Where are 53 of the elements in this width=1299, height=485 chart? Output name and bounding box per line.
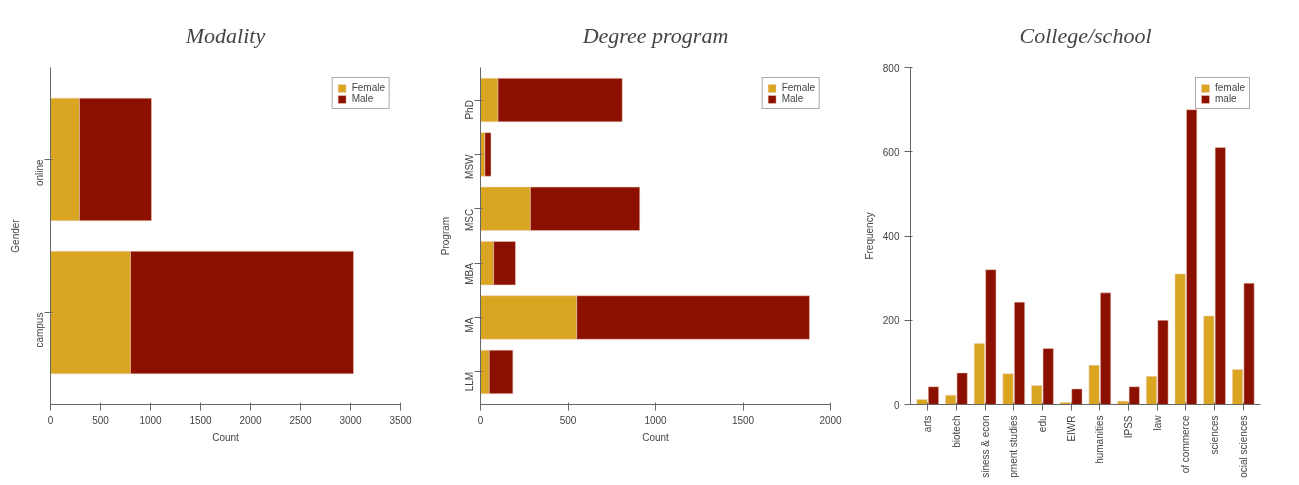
x-tick-label: 0 (47, 414, 54, 426)
x-tick-label: 3000 (339, 414, 363, 426)
x-axis-title: Count (212, 431, 240, 443)
y-tick-label: PhD (464, 100, 475, 120)
bar (484, 132, 492, 177)
legend-label: Female (351, 82, 385, 93)
x-tick-label: siness & econ (979, 415, 991, 478)
y-tick-label: online (34, 158, 45, 187)
x-tick-label: 1500 (189, 414, 213, 426)
y-tick-label: 800 (882, 62, 900, 74)
x-tick-label: edu (1036, 415, 1048, 433)
legend-label: Male (781, 93, 804, 104)
legend-label: Female (781, 82, 815, 93)
legend-label: male (1214, 93, 1237, 104)
x-tick-label: ocial sciences (1237, 415, 1249, 478)
x-tick-label: 1000 (139, 414, 163, 426)
chart-title: Modality (184, 22, 266, 48)
y-tick-label: LLM (464, 371, 475, 392)
y-tick-label: 0 (893, 399, 900, 411)
legend-label: Male (351, 93, 374, 104)
x-tick-label: 2000 (239, 414, 263, 426)
y-tick-label: MSW (464, 153, 475, 179)
x-tick-label: IPSS (1123, 415, 1135, 439)
y-tick-label: campus (34, 312, 45, 348)
y-axis-title: Frequency (863, 212, 875, 260)
x-tick-label: 1000 (644, 414, 668, 426)
x-tick-label: EIWR (1065, 415, 1077, 442)
x-tick-label: 1500 (731, 414, 755, 426)
x-tick-label: humanities (1094, 415, 1106, 464)
y-tick-label: 400 (882, 231, 900, 242)
x-tick-label: arts (922, 415, 934, 433)
x-tick-label: of commerce (1180, 415, 1192, 474)
x-tick-label: 2500 (289, 414, 313, 426)
chart-title: College/school (1019, 22, 1152, 48)
x-tick-label: biotech (950, 415, 962, 448)
x-axis-title: Count (642, 431, 670, 443)
chart-title: Degree program (581, 22, 729, 48)
x-tick-label: 2000 (819, 414, 843, 426)
x-tick-label: 500 (559, 414, 577, 426)
x-tick-label: 0 (477, 414, 484, 426)
x-tick-label: pment studies (1008, 415, 1020, 478)
y-axis-title: Program (439, 216, 451, 256)
legend-label: female (1214, 82, 1245, 93)
y-tick-label: MSC (464, 208, 475, 232)
y-tick-label: 600 (882, 146, 900, 158)
x-tick-label: sciences (1209, 415, 1221, 455)
y-axis-title: Gender (9, 218, 21, 253)
x-tick-label: law (1151, 414, 1163, 431)
x-tick-label: 3500 (389, 414, 413, 426)
y-tick-label: MA (464, 317, 475, 333)
y-tick-label: MBA (464, 262, 475, 285)
y-tick-label: 200 (882, 315, 900, 327)
x-tick-label: 500 (92, 414, 110, 426)
